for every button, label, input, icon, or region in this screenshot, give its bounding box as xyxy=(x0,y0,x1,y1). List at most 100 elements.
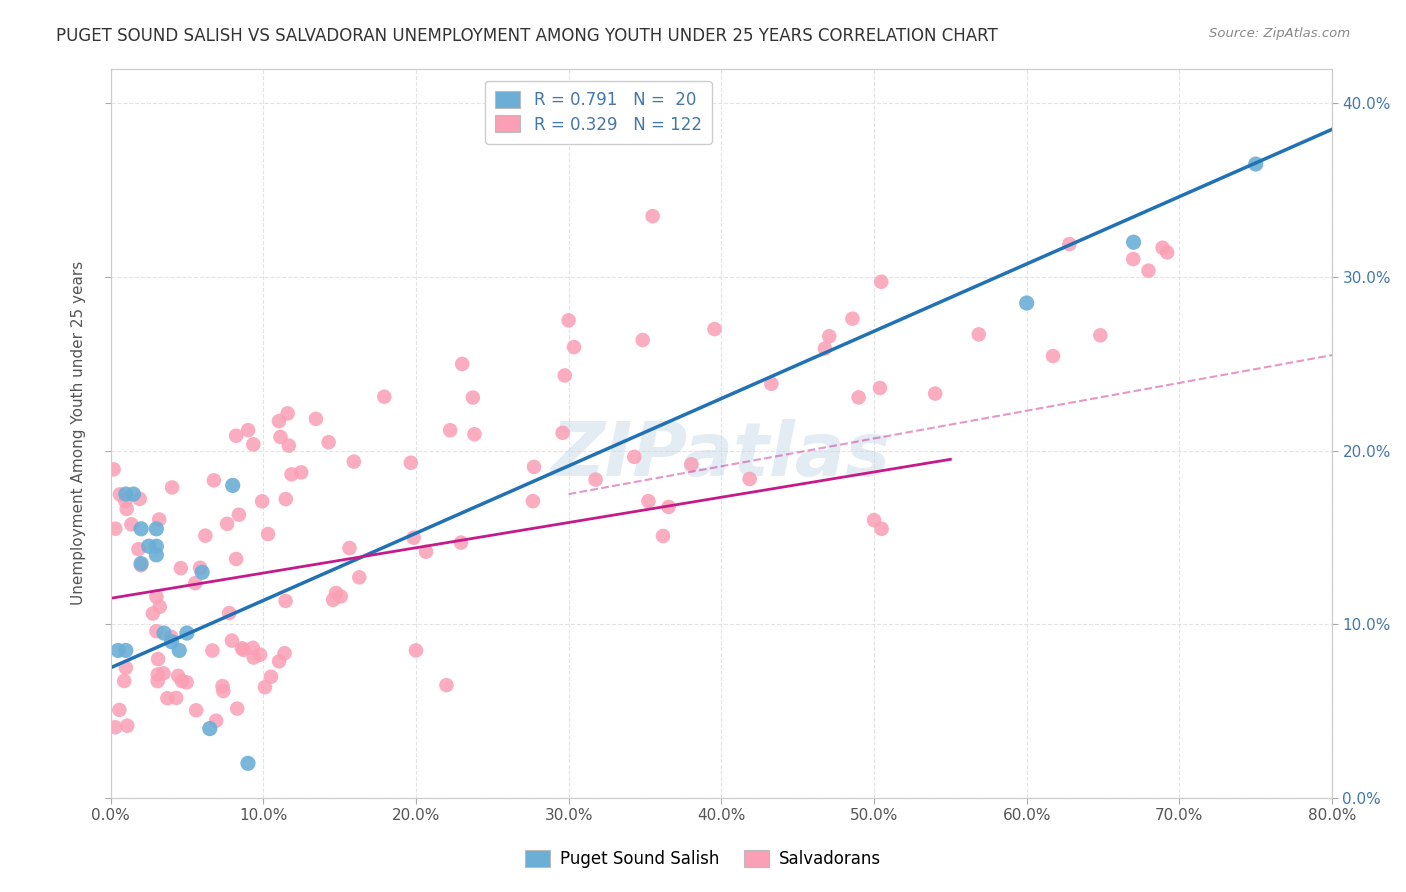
Point xyxy=(1122,252,1144,266)
Point xyxy=(160,480,183,494)
Point xyxy=(1244,157,1267,171)
Point xyxy=(322,592,344,607)
Point xyxy=(551,425,574,440)
Point xyxy=(863,513,886,527)
Point xyxy=(176,626,198,640)
Point xyxy=(451,357,474,371)
Point xyxy=(160,630,183,644)
Point xyxy=(122,487,145,501)
Point xyxy=(198,722,221,736)
Point xyxy=(274,491,297,506)
Point xyxy=(841,311,863,326)
Point xyxy=(436,678,458,692)
Point xyxy=(681,458,703,472)
Point xyxy=(103,462,125,476)
Point xyxy=(225,552,247,566)
Point xyxy=(160,634,183,648)
Point xyxy=(108,703,131,717)
Point xyxy=(138,539,160,553)
Point xyxy=(184,703,207,717)
Point xyxy=(399,456,422,470)
Point xyxy=(641,209,664,223)
Point xyxy=(967,327,990,342)
Legend: R = 0.791   N =  20, R = 0.329   N = 122: R = 0.791 N = 20, R = 0.329 N = 122 xyxy=(485,80,711,144)
Point xyxy=(242,640,264,655)
Point xyxy=(146,667,169,681)
Point xyxy=(249,648,271,662)
Point xyxy=(170,674,193,689)
Point xyxy=(814,342,837,356)
Point xyxy=(184,576,207,591)
Point xyxy=(461,391,484,405)
Point xyxy=(277,406,299,420)
Point xyxy=(274,594,297,608)
Point xyxy=(1122,235,1144,250)
Point xyxy=(142,607,165,621)
Point xyxy=(114,643,136,657)
Point xyxy=(226,701,249,715)
Point xyxy=(267,414,290,428)
Point xyxy=(415,544,437,558)
Legend: Puget Sound Salish, Salvadorans: Puget Sound Salish, Salvadorans xyxy=(517,843,889,875)
Point xyxy=(869,381,891,395)
Text: PUGET SOUND SALISH VS SALVADORAN UNEMPLOYMENT AMONG YOUTH UNDER 25 YEARS CORRELA: PUGET SOUND SALISH VS SALVADORAN UNEMPLO… xyxy=(56,27,998,45)
Point xyxy=(450,535,472,549)
Point xyxy=(167,669,190,683)
Point xyxy=(202,474,225,488)
Point xyxy=(343,455,366,469)
Point xyxy=(170,561,193,575)
Point xyxy=(236,423,259,437)
Point xyxy=(115,502,138,516)
Point xyxy=(523,459,546,474)
Point xyxy=(280,467,302,482)
Point xyxy=(637,494,659,508)
Point xyxy=(585,473,607,487)
Point xyxy=(631,333,654,347)
Point xyxy=(148,512,170,526)
Point xyxy=(1156,245,1178,260)
Point xyxy=(146,674,169,689)
Point xyxy=(112,673,135,688)
Point xyxy=(145,548,167,562)
Point xyxy=(205,714,228,728)
Point xyxy=(463,427,485,442)
Point xyxy=(325,586,347,600)
Point xyxy=(201,643,224,657)
Point xyxy=(439,423,461,437)
Point xyxy=(114,661,136,675)
Point xyxy=(260,670,283,684)
Point xyxy=(761,376,783,391)
Point xyxy=(129,558,152,573)
Point xyxy=(221,633,243,648)
Point xyxy=(329,590,352,604)
Point xyxy=(145,624,167,639)
Point xyxy=(339,541,361,555)
Point xyxy=(1015,296,1038,310)
Point xyxy=(236,756,259,771)
Point xyxy=(1152,241,1174,255)
Point xyxy=(225,429,247,443)
Point xyxy=(1090,328,1112,343)
Point xyxy=(176,675,198,690)
Point xyxy=(305,412,328,426)
Point xyxy=(129,522,152,536)
Point xyxy=(402,531,425,545)
Point xyxy=(1137,263,1160,277)
Point xyxy=(738,472,761,486)
Point xyxy=(562,340,585,354)
Point xyxy=(818,329,841,343)
Point xyxy=(217,516,239,531)
Point xyxy=(349,570,371,584)
Point xyxy=(212,684,235,698)
Point xyxy=(222,478,245,492)
Point xyxy=(253,680,276,694)
Point xyxy=(522,494,544,508)
Point xyxy=(152,666,174,681)
Point xyxy=(1042,349,1064,363)
Point xyxy=(129,557,152,571)
Point xyxy=(848,391,870,405)
Point xyxy=(242,437,264,451)
Point xyxy=(870,522,893,536)
Point xyxy=(156,691,179,706)
Point xyxy=(231,641,253,656)
